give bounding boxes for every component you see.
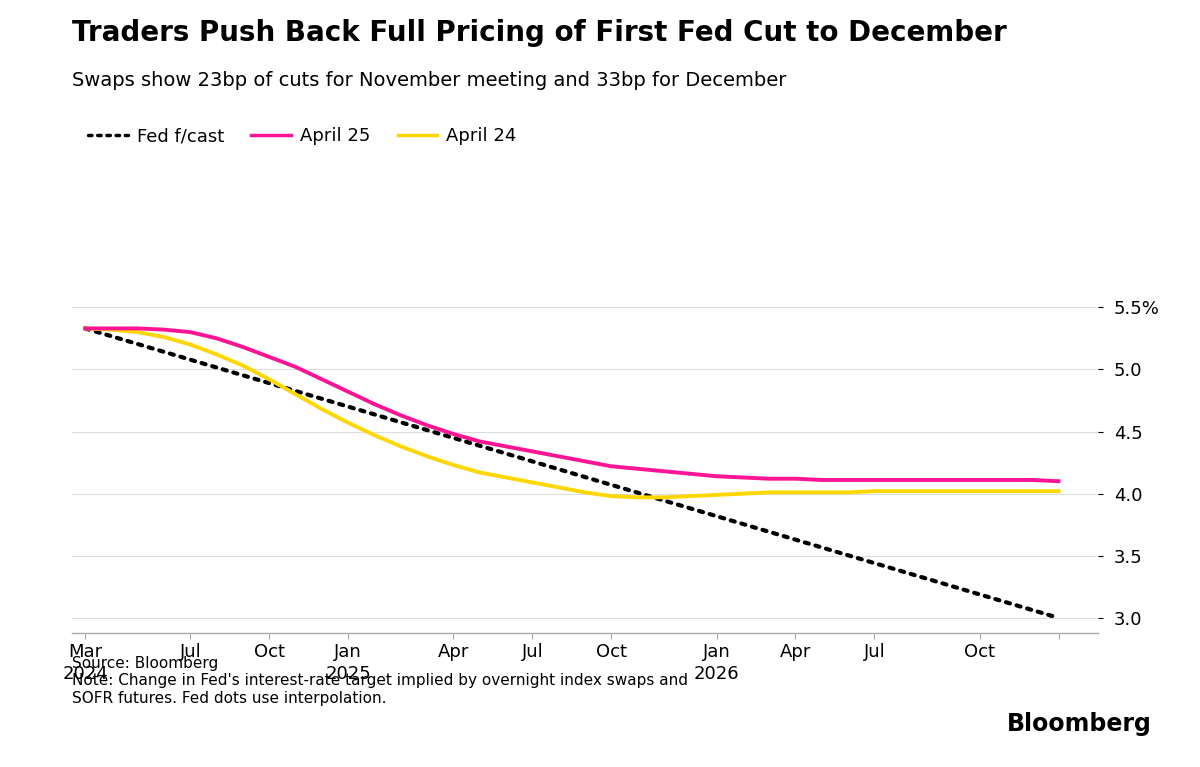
Text: Swaps show 23bp of cuts for November meeting and 33bp for December: Swaps show 23bp of cuts for November mee… <box>72 71 786 90</box>
Text: Traders Push Back Full Pricing of First Fed Cut to December: Traders Push Back Full Pricing of First … <box>72 19 1007 48</box>
Text: Source: Bloomberg
Note: Change in Fed's interest-rate target implied by overnigh: Source: Bloomberg Note: Change in Fed's … <box>72 656 688 706</box>
Legend: Fed f/cast, April 25, April 24: Fed f/cast, April 25, April 24 <box>82 120 524 153</box>
Text: Bloomberg: Bloomberg <box>1007 713 1152 736</box>
